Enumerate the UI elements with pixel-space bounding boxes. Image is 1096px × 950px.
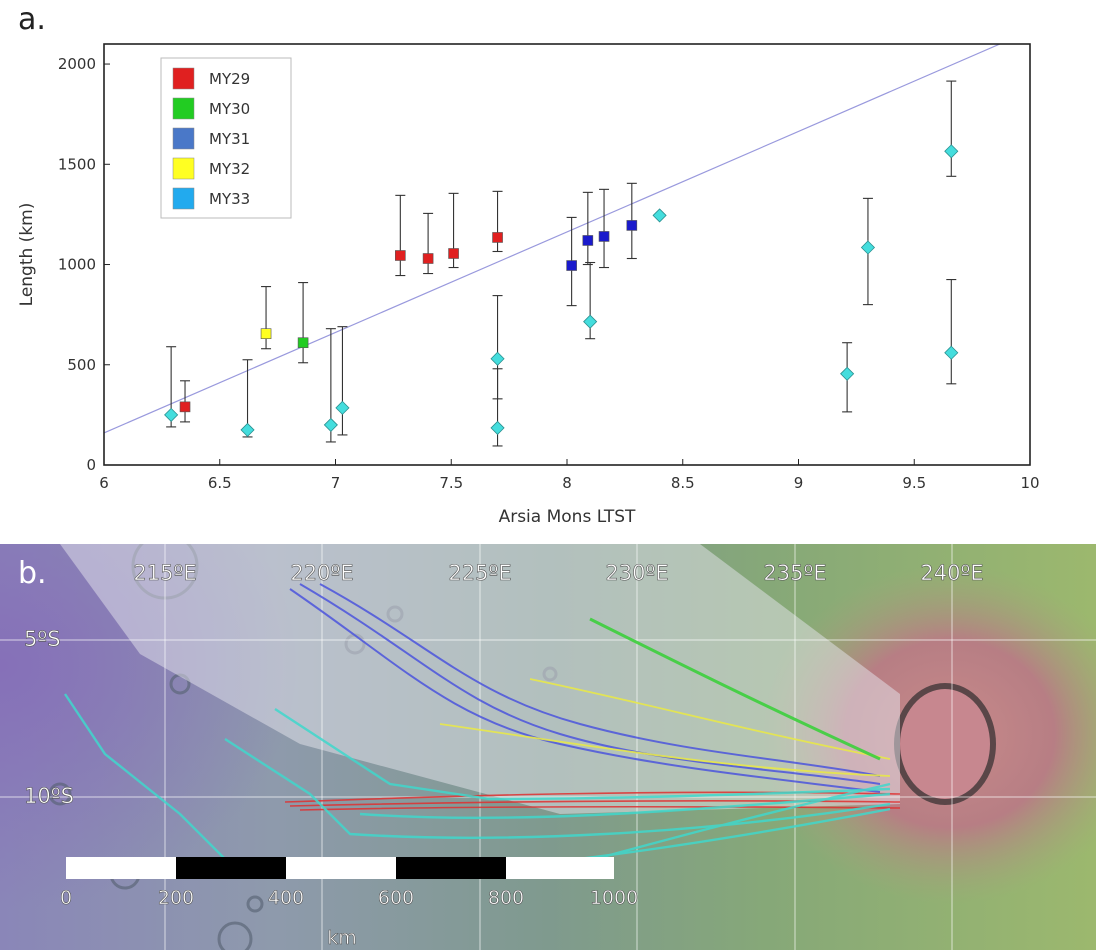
error-bar [337,326,348,436]
data-point-my33 [490,420,505,435]
x-tick-label: 9.5 [902,474,926,492]
panel-b-label: b. [18,556,47,591]
scale-bar-label: 0 [60,887,72,909]
error-bar [946,279,957,385]
y-tick-label: 0 [86,456,96,474]
cloud-tracks-my30 [589,617,881,761]
legend-swatch-my30 [172,97,195,120]
error-bar [261,286,272,350]
scale-bar-label: 1000 [590,887,638,909]
legend: MY29 MY30 MY31 MY32 MY33 [160,57,292,219]
map-image: 215ºE 220ºE 225ºE 230ºE 235ºE 240ºE 5ºS 10ºS 0 20… [0,544,1096,950]
data-point-my33 [840,366,855,381]
error-bar [582,191,593,266]
error-bar [599,188,610,269]
data-point-my31 [626,220,638,231]
x-tick-label: 6 [99,474,109,492]
legend-label-my32: MY32 [209,160,250,178]
legend-label-my30: MY30 [209,100,250,118]
x-tick-label: 9 [794,474,804,492]
scale-bar-label: 200 [158,887,194,909]
x-tick-label: 7 [331,474,341,492]
data-point-my29 [179,401,191,413]
data-point-my29 [492,232,503,243]
legend-label-my33: MY33 [209,190,250,208]
legend-label-my29: MY29 [209,70,250,88]
longitude-label: 220ºE [290,561,353,585]
data-point-my33 [583,314,598,329]
data-point-my29 [422,253,434,264]
latitude-label: 10ºS [24,784,74,808]
data-point-my33 [652,208,667,223]
data-point-my33 [944,144,959,159]
trend-line [104,44,1001,434]
longitude-label: 230ºE [605,561,668,585]
panel-a-label: a. [18,2,46,37]
x-tick-label: 10 [1020,474,1039,492]
legend-swatch-my32 [172,157,195,180]
error-bar [298,282,309,364]
data-point-my33 [164,407,179,422]
longitude-label: 225ºE [448,561,511,585]
y-tick-label: 1000 [58,256,96,274]
cloud-tracks-my31 [289,583,881,793]
longitude-label: 215ºE [133,561,196,585]
scale-bar-label: 400 [268,887,304,909]
longitude-label: 240ºE [920,561,983,585]
y-tick-label: 1500 [58,155,96,173]
y-tick-label: 500 [67,356,96,374]
x-tick-label: 8.5 [671,474,695,492]
data-point-my33 [490,351,505,366]
length-vs-ltst-chart: 6 6.5 7 7.5 8 8.5 9 9.5 10 0 500 1000 1500 2000 Arsia … [17,43,1040,527]
data-point-my31 [582,235,594,246]
legend-swatch-my33 [172,187,195,210]
scale-bar-label: 800 [488,887,524,909]
legend-swatch-my29 [172,67,195,90]
error-bar [946,80,957,177]
arsia-mons-map: 215ºE 220ºE 225ºE 230ºE 235ºE 240ºE 5ºS 10ºS 0 20… [0,544,1096,950]
y-tick-label: 2000 [58,55,96,73]
data-point-my29 [448,248,459,259]
data-point-my31 [598,231,610,242]
data-point-my31 [566,260,577,271]
error-bar [180,380,191,423]
data-point-my29 [395,250,406,261]
cloud-tracks-my32 [439,678,891,777]
graticule [0,544,1096,950]
caldera [894,683,996,805]
error-bar [423,212,434,275]
data-point-my33 [335,400,350,415]
data-point-my33 [944,345,959,360]
legend-label-my31: MY31 [209,130,250,148]
data-point-my32 [260,328,272,339]
latitude-label: 5ºS [24,627,61,651]
scale-bar [66,857,614,879]
x-axis-label: Arsia Mons LTST [499,507,636,527]
scale-bar-label: 600 [378,887,414,909]
longitude-label: 235ºE [763,561,826,585]
x-tick-label: 6.5 [208,474,232,492]
y-axis-label: Length (km) [17,203,37,307]
x-tick-label: 8 [562,474,572,492]
data-point-my33 [240,422,255,437]
x-tick-label: 7.5 [439,474,463,492]
error-bar [395,194,406,277]
data-point-my33 [860,240,876,255]
data-point-my30 [297,337,309,349]
legend-swatch-my31 [172,127,195,150]
scale-bar-unit: km [327,927,357,949]
data-point-my33 [323,417,338,432]
